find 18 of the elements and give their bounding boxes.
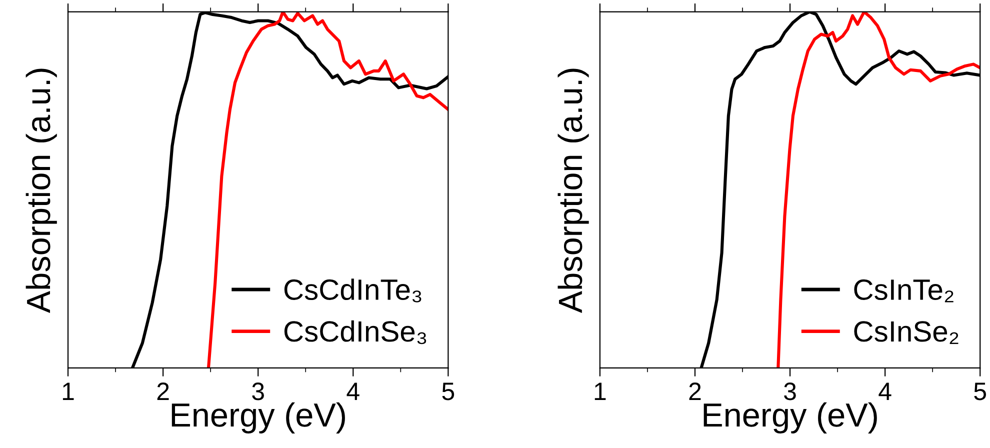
x-tick-label: 3: [252, 382, 264, 400]
x-tick-label: 5: [442, 382, 454, 400]
x-tick-label: 3: [784, 382, 796, 400]
legend-label: CsCdInSe₃: [284, 320, 426, 344]
x-tick-label: 2: [157, 382, 169, 400]
x-axis-title: Energy (eV): [704, 402, 877, 434]
x-tick-label: 1: [62, 382, 74, 400]
legend-label: CsInTe₂: [854, 279, 954, 302]
x-tick-label: 4: [878, 382, 892, 400]
legend-label: CsCdInTe₃: [284, 278, 422, 302]
x-tick-label: 4: [346, 382, 360, 400]
x-axis-title: Energy (eV): [172, 402, 345, 434]
y-axis-title: Absorption (a.u.): [558, 68, 589, 314]
x-tick-label: 5: [974, 382, 986, 400]
x-tick-label: 1: [594, 382, 606, 400]
y-axis-title: Absorption (a.u.): [26, 68, 57, 314]
x-tick-label: 2: [689, 382, 701, 400]
legend-label: CsInSe₂: [854, 321, 958, 344]
